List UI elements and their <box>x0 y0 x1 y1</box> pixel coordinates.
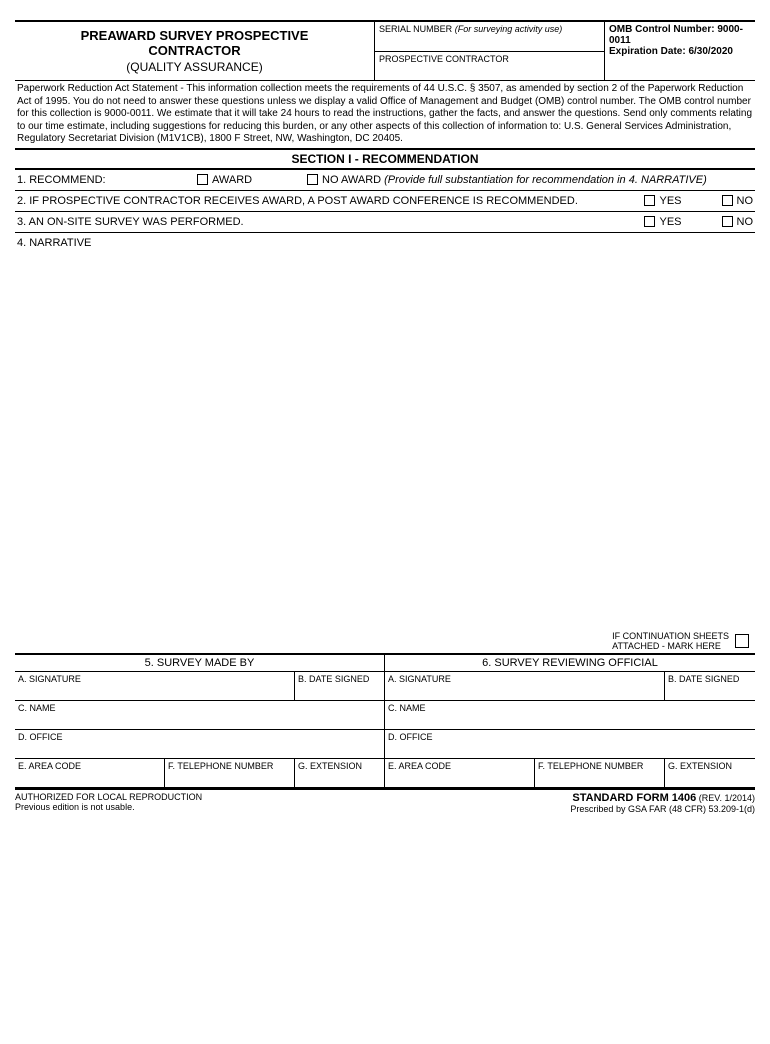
footer-prev: Previous edition is not usable. <box>15 802 202 812</box>
sig6-d[interactable]: D. OFFICE <box>385 730 755 758</box>
prospective-contractor-cell: PROSPECTIVE CONTRACTOR <box>375 52 604 81</box>
q3-no-option: NO <box>722 216 754 228</box>
title-line3: (QUALITY ASSURANCE) <box>19 60 370 74</box>
title-line1: PREAWARD SURVEY PROSPECTIVE <box>19 28 370 43</box>
q2-no-checkbox[interactable] <box>722 195 733 206</box>
q2-text: 2. IF PROSPECTIVE CONTRACTOR RECEIVES AW… <box>17 195 644 207</box>
q2-row: 2. IF PROSPECTIVE CONTRACTOR RECEIVES AW… <box>15 190 755 211</box>
form-number: STANDARD FORM 1406 <box>572 792 696 804</box>
q3-yesno: YES NO <box>644 216 753 228</box>
sig-row-ab: A. SIGNATURE B. DATE SIGNED A. SIGNATURE… <box>15 672 755 701</box>
form-rev: (REV. 1/2014) <box>699 793 755 803</box>
header-mid-column: SERIAL NUMBER (For surveying activity us… <box>375 22 605 80</box>
form-page: PREAWARD SURVEY PROSPECTIVE CONTRACTOR (… <box>15 20 755 814</box>
sig5-f[interactable]: F. TELEPHONE NUMBER <box>165 759 295 787</box>
title-line2: CONTRACTOR <box>19 43 370 58</box>
q3-yes-label: YES <box>659 216 681 228</box>
sig-row-d: D. OFFICE D. OFFICE <box>15 730 755 759</box>
expiration-date: Expiration Date: 6/30/2020 <box>609 46 751 57</box>
omb-cell: OMB Control Number: 9000-0011 Expiration… <box>605 22 755 80</box>
sig6-a[interactable]: A. SIGNATURE <box>385 672 665 700</box>
sig6-e[interactable]: E. AREA CODE <box>385 759 535 787</box>
footer-auth: AUTHORIZED FOR LOCAL REPRODUCTION <box>15 792 202 802</box>
sig5-b[interactable]: B. DATE SIGNED <box>295 672 385 700</box>
header-row: PREAWARD SURVEY PROSPECTIVE CONTRACTOR (… <box>15 20 755 81</box>
continuation-text: IF CONTINUATION SHEETS ATTACHED - MARK H… <box>612 631 729 651</box>
sig6-b[interactable]: B. DATE SIGNED <box>665 672 755 700</box>
sig6-f[interactable]: F. TELEPHONE NUMBER <box>535 759 665 787</box>
q2-yes-option: YES <box>644 195 681 207</box>
award-option: AWARD <box>197 174 307 186</box>
award-label: AWARD <box>212 174 252 186</box>
q3-no-checkbox[interactable] <box>722 216 733 227</box>
serial-note: (For surveying activity use) <box>455 24 563 34</box>
q3-no-label: NO <box>737 216 754 228</box>
award-checkbox[interactable] <box>197 174 208 185</box>
recommend-row: 1. RECOMMEND: AWARD NO AWARD (Provide fu… <box>15 168 755 190</box>
footer-right: STANDARD FORM 1406 (REV. 1/2014) Prescri… <box>570 792 755 814</box>
sig-row-efg: E. AREA CODE F. TELEPHONE NUMBER G. EXTE… <box>15 759 755 788</box>
narrative-space[interactable] <box>15 249 755 629</box>
sig6-g[interactable]: G. EXTENSION <box>665 759 755 787</box>
continuation-row: IF CONTINUATION SHEETS ATTACHED - MARK H… <box>15 629 755 653</box>
footer-left: AUTHORIZED FOR LOCAL REPRODUCTION Previo… <box>15 792 202 814</box>
sig5-c[interactable]: C. NAME <box>15 701 385 729</box>
no-award-label: NO AWARD <box>322 174 381 186</box>
sig5-g[interactable]: G. EXTENSION <box>295 759 385 787</box>
section1-title: SECTION I - RECOMMENDATION <box>15 150 755 168</box>
sig6-c[interactable]: C. NAME <box>385 701 755 729</box>
serial-number-cell: SERIAL NUMBER (For surveying activity us… <box>375 22 604 52</box>
recommend-label: 1. RECOMMEND: <box>17 174 197 186</box>
continuation-line2: ATTACHED - MARK HERE <box>612 641 729 651</box>
footer: AUTHORIZED FOR LOCAL REPRODUCTION Previo… <box>15 788 755 814</box>
sig5-d[interactable]: D. OFFICE <box>15 730 385 758</box>
continuation-line1: IF CONTINUATION SHEETS <box>612 631 729 641</box>
q2-yes-checkbox[interactable] <box>644 195 655 206</box>
q3-yes-option: YES <box>644 216 681 228</box>
prescribed-by: Prescribed by GSA FAR (48 CFR) 53.209-1(… <box>570 804 755 814</box>
survey-made-by-header: 5. SURVEY MADE BY <box>15 655 385 671</box>
q3-row: 3. AN ON-SITE SURVEY WAS PERFORMED. YES … <box>15 211 755 232</box>
q2-yesno: YES NO <box>644 195 753 207</box>
reviewing-official-header: 6. SURVEY REVIEWING OFFICIAL <box>385 655 755 671</box>
q3-yes-checkbox[interactable] <box>644 216 655 227</box>
no-award-checkbox[interactable] <box>307 174 318 185</box>
sig-row-c: C. NAME C. NAME <box>15 701 755 730</box>
signature-header: 5. SURVEY MADE BY 6. SURVEY REVIEWING OF… <box>15 653 755 672</box>
narrative-label: 4. NARRATIVE <box>15 232 755 249</box>
omb-number: OMB Control Number: 9000-0011 <box>609 24 751 46</box>
form-title: PREAWARD SURVEY PROSPECTIVE CONTRACTOR (… <box>15 22 375 80</box>
paperwork-statement: Paperwork Reduction Act Statement - This… <box>15 81 755 150</box>
no-award-note: (Provide full substantiation for recomme… <box>384 174 707 186</box>
serial-label: SERIAL NUMBER <box>379 24 452 34</box>
q2-no-label: NO <box>737 195 754 207</box>
prospective-label: PROSPECTIVE CONTRACTOR <box>379 54 509 64</box>
sig5-a[interactable]: A. SIGNATURE <box>15 672 295 700</box>
sig5-e[interactable]: E. AREA CODE <box>15 759 165 787</box>
q3-text: 3. AN ON-SITE SURVEY WAS PERFORMED. <box>17 216 644 228</box>
no-award-option: NO AWARD (Provide full substantiation fo… <box>307 174 753 186</box>
continuation-checkbox[interactable] <box>735 634 749 648</box>
q2-no-option: NO <box>722 195 754 207</box>
q2-yes-label: YES <box>659 195 681 207</box>
